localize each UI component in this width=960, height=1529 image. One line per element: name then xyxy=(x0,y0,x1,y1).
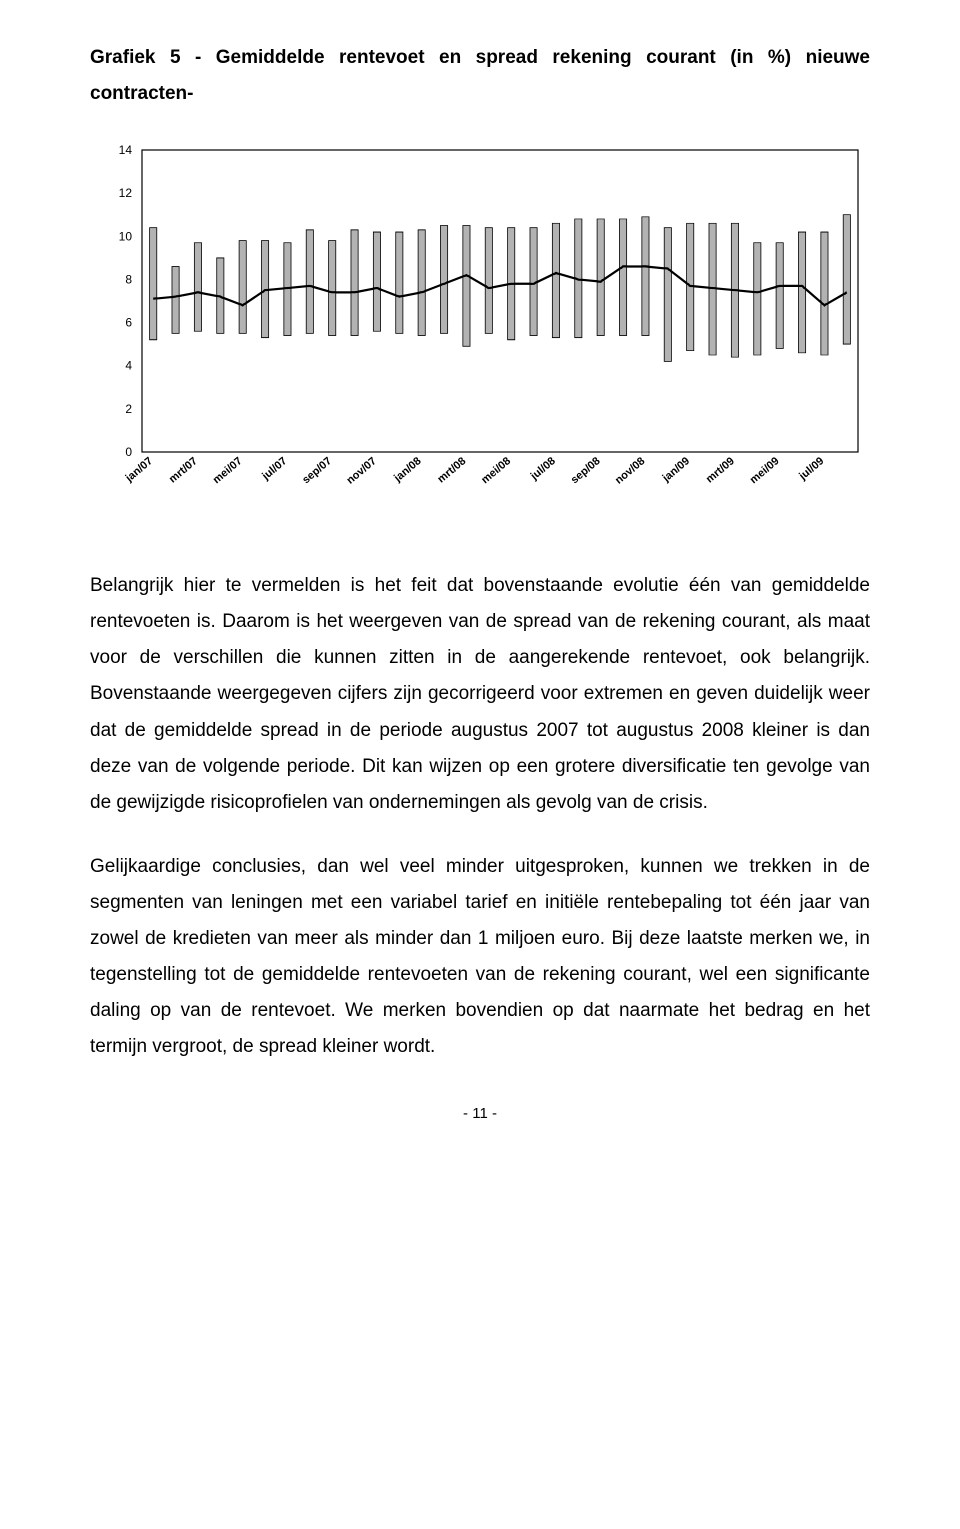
paragraph-2: Gelijkaardige conclusies, dan wel veel m… xyxy=(90,849,870,1066)
svg-text:mrt/09: mrt/09 xyxy=(704,455,737,485)
page-number: - 11 - xyxy=(90,1105,870,1122)
chart-title: Grafiek 5 - Gemiddelde rentevoet en spre… xyxy=(90,40,870,112)
svg-text:14: 14 xyxy=(119,143,133,157)
svg-text:mrt/07: mrt/07 xyxy=(167,455,200,485)
chart-svg: 0 2 4 6 8 10 12 14 jan/07 mrt/07 mei/07 jul/07 sep/0… xyxy=(90,140,870,520)
chart-container: 0 2 4 6 8 10 12 14 jan/07 mrt/07 mei/07 jul/07 sep/0… xyxy=(90,140,870,520)
svg-text:jul/08: jul/08 xyxy=(528,455,558,483)
svg-text:sep/07: sep/07 xyxy=(300,455,334,486)
svg-text:0: 0 xyxy=(125,445,132,459)
svg-text:10: 10 xyxy=(119,229,133,243)
svg-text:mei/07: mei/07 xyxy=(211,455,245,486)
svg-text:jul/09: jul/09 xyxy=(796,455,826,483)
svg-text:8: 8 xyxy=(125,273,132,287)
svg-text:4: 4 xyxy=(125,359,132,373)
svg-text:nov/08: nov/08 xyxy=(613,455,647,487)
svg-text:mei/09: mei/09 xyxy=(748,455,782,486)
svg-text:6: 6 xyxy=(125,316,132,330)
svg-text:jan/07: jan/07 xyxy=(123,455,155,485)
svg-text:2: 2 xyxy=(125,402,132,416)
svg-text:mei/08: mei/08 xyxy=(479,455,513,486)
paragraph-1: Belangrijk hier te vermelden is het feit… xyxy=(90,568,870,821)
svg-text:jan/09: jan/09 xyxy=(660,455,692,485)
svg-text:jan/08: jan/08 xyxy=(391,455,423,485)
svg-text:mrt/08: mrt/08 xyxy=(435,455,468,485)
svg-text:12: 12 xyxy=(119,186,133,200)
svg-text:sep/08: sep/08 xyxy=(569,455,603,486)
svg-text:jul/07: jul/07 xyxy=(259,455,289,483)
svg-text:nov/07: nov/07 xyxy=(344,455,378,487)
